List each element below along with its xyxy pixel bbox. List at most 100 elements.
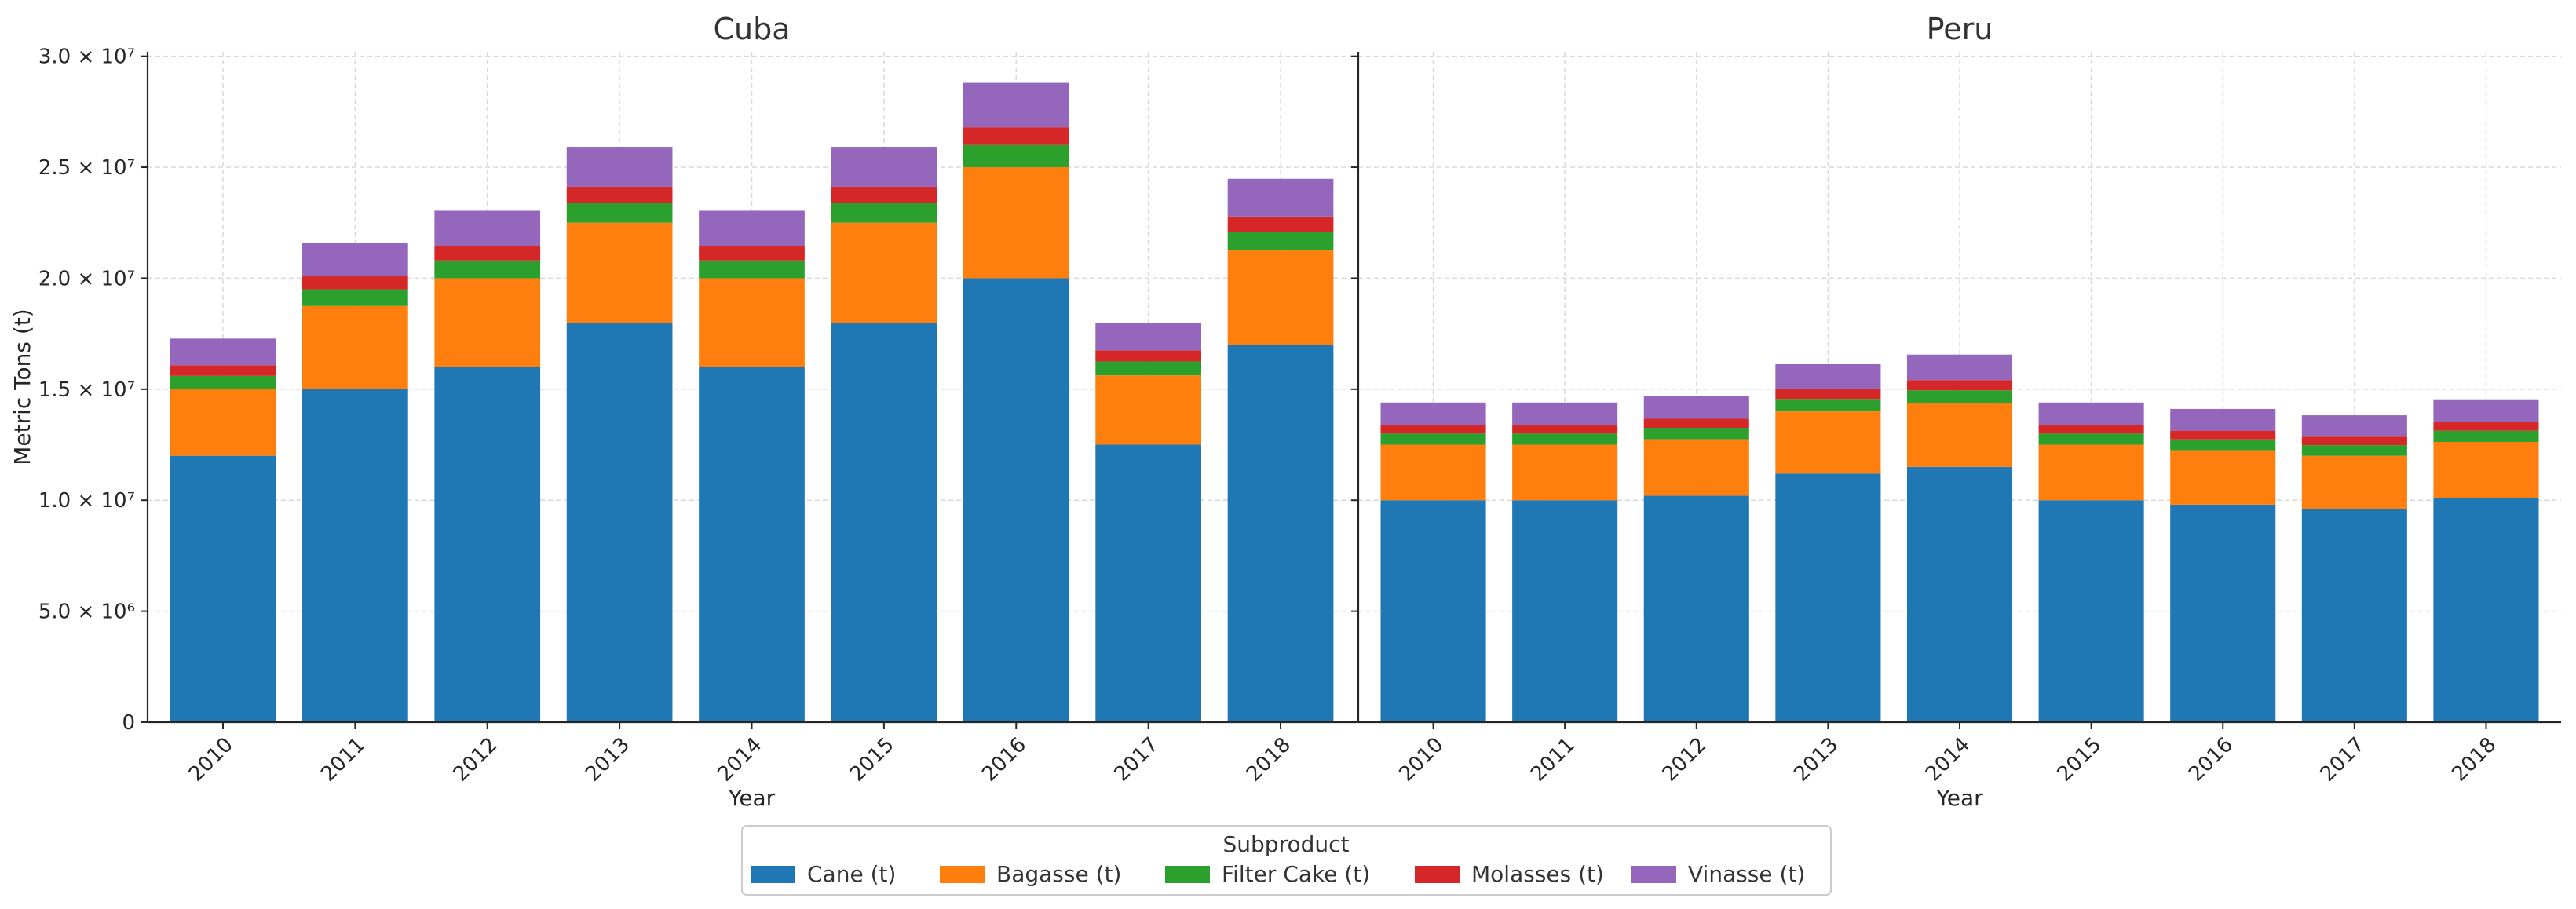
bar-segment (2170, 439, 2276, 451)
bar-segment (170, 455, 276, 722)
bar-segment (1095, 444, 1201, 722)
bar-stack (1227, 178, 1334, 722)
bar-segment (2170, 430, 2276, 440)
bar-segment (170, 375, 276, 389)
y-tick-label: 3.0 × 10⁷ (38, 46, 135, 69)
bar-segment (1095, 350, 1201, 362)
bar-stack (2038, 402, 2144, 722)
bar-segment (170, 338, 276, 366)
legend-label: Bagasse (t) (996, 861, 1121, 887)
bar-segment (2301, 415, 2407, 437)
bar-segment (1643, 495, 1749, 722)
bar-segment (302, 243, 408, 276)
axes (141, 52, 1356, 729)
bar-stack (302, 243, 408, 722)
x-axis-label: Year (1935, 785, 1983, 811)
bar-segment (434, 210, 541, 246)
bar-segment (302, 276, 408, 290)
bar-segment (1643, 439, 1749, 496)
bar-segment (1227, 216, 1334, 232)
bar-stack (1095, 322, 1201, 722)
bar-stack (1906, 354, 2013, 722)
bar-stack (1775, 363, 1881, 722)
bar-segment (1512, 425, 1618, 434)
legend-swatch (751, 866, 795, 883)
bar-segment (1380, 402, 1486, 425)
bar-segment (302, 389, 408, 722)
bar-segment (434, 260, 541, 279)
bar-segment (831, 203, 937, 223)
bar-segment (1512, 444, 1618, 501)
bar-stack (1380, 402, 1486, 722)
bar-segment (434, 278, 541, 367)
axes (1351, 52, 2561, 729)
bar-segment (2038, 444, 2144, 501)
y-tick-label: 2.0 × 10⁷ (38, 267, 135, 290)
y-tick-label: 1.5 × 10⁷ (38, 378, 135, 402)
bar-segment (1775, 363, 1881, 389)
bar-segment (1512, 500, 1618, 722)
bar-segment (566, 203, 673, 223)
bar-segment (1775, 389, 1881, 400)
bar-segment (170, 389, 276, 456)
legend-entry: Vinasse (t) (1631, 861, 1805, 887)
bar-segment (1906, 354, 2013, 381)
bar-segment (1906, 380, 2013, 391)
bar-segment (2170, 408, 2276, 431)
x-axis-label: Year (728, 785, 776, 811)
bar-segment (566, 186, 673, 203)
bar-segment (2433, 399, 2539, 422)
bar-stack (2433, 399, 2539, 722)
legend-swatch (1165, 866, 1210, 883)
bar-segment (2301, 436, 2407, 446)
legend-label: Vinasse (t) (1688, 861, 1805, 887)
legend-swatch (940, 866, 985, 883)
bar-segment (1906, 403, 2013, 467)
bar-stack (2301, 415, 2407, 722)
bar-segment (831, 222, 937, 323)
bar-segment (1095, 361, 1201, 376)
bar-segment (1643, 428, 1749, 440)
bar-segment (2170, 504, 2276, 722)
bar-segment (566, 147, 673, 187)
legend-label: Cane (t) (807, 861, 896, 887)
bar-segment (1227, 345, 1334, 722)
bar-segment (1227, 250, 1334, 345)
bar-segment (1906, 466, 2013, 722)
bar-segment (2038, 425, 2144, 434)
y-tick-label: 1.0 × 10⁷ (38, 489, 135, 513)
bar-segment (1380, 500, 1486, 722)
bar-segment (2301, 455, 2407, 509)
panel-title: Cuba (713, 12, 790, 46)
bar-segment (963, 127, 1069, 145)
y-tick-label: 0 (122, 711, 135, 735)
legend-label: Filter Cake (t) (1222, 861, 1370, 887)
bar-segment (831, 186, 937, 203)
legend-entry: Molasses (t) (1415, 861, 1604, 887)
bar-segment (434, 367, 541, 722)
bar-stack (963, 82, 1069, 722)
bars (1380, 354, 2539, 722)
bar-stack (1512, 402, 1618, 722)
bar-segment (170, 365, 276, 376)
bar-segment (1227, 232, 1334, 251)
bar-segment (1775, 399, 1881, 412)
bar-segment (1380, 444, 1486, 501)
bar-segment (2301, 445, 2407, 456)
bar-segment (2038, 500, 2144, 722)
bar-segment (1512, 402, 1618, 425)
bar-segment (963, 278, 1069, 722)
bar-segment (1775, 411, 1881, 474)
y-tick-label: 5.0 × 10⁶ (38, 601, 135, 624)
panel-title: Peru (1927, 12, 1993, 46)
legend-label: Molasses (t) (1471, 861, 1604, 887)
legend: Subproduct Cane (t) Bagasse (t) Filter Cak… (741, 825, 1832, 896)
bar-segment (2433, 441, 2539, 498)
legend-entry: Cane (t) (751, 861, 896, 887)
legend-title: Subproduct (1223, 831, 1350, 857)
bar-segment (1775, 473, 1881, 722)
bar-segment (831, 147, 937, 187)
bar-segment (699, 278, 805, 367)
bar-segment (1512, 433, 1618, 445)
